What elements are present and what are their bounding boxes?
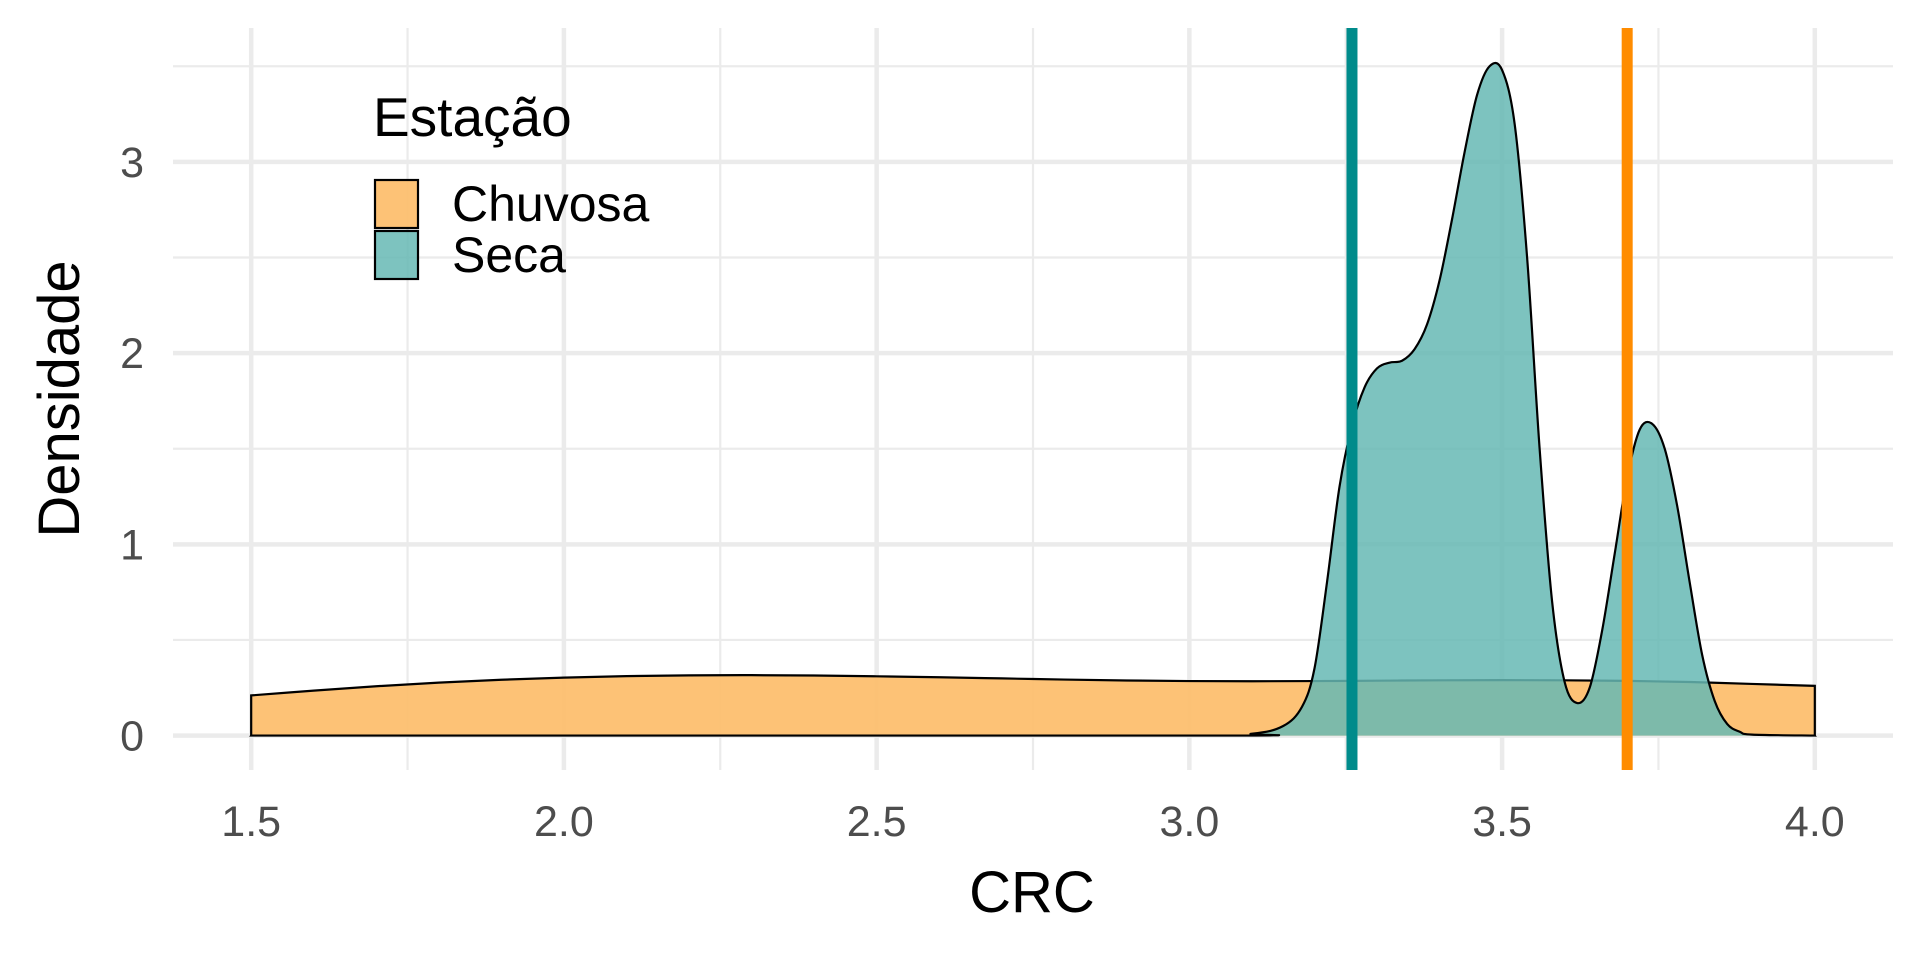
- x-axis-title: CRC: [969, 860, 1095, 925]
- y-axis-ticks: 0 1 2 3: [120, 139, 144, 761]
- legend-key-chuvosa: [373, 178, 420, 230]
- y-axis-title: Densidade: [27, 260, 92, 537]
- x-axis-ticks: 1.5 2.0 2.5 3.0 3.5 4.0: [221, 798, 1844, 846]
- y-tick-label: 0: [120, 713, 144, 761]
- legend-label-seca: Seca: [452, 227, 566, 283]
- x-tick-label: 3.5: [1472, 798, 1532, 846]
- density-outline-seca: [249, 61, 1816, 737]
- y-tick-label: 3: [120, 139, 144, 187]
- x-tick-label: 2.0: [534, 798, 594, 846]
- reference-lines: [1346, 28, 1633, 770]
- x-tick-label: 4.0: [1785, 798, 1845, 846]
- y-tick-label: 1: [120, 521, 144, 569]
- legend-title: Estação: [373, 86, 572, 148]
- density-area-seca: [251, 62, 1815, 736]
- x-tick-label: 3.0: [1159, 798, 1219, 846]
- legend-key-seca: [373, 229, 420, 281]
- density-areas: [249, 61, 1816, 737]
- y-tick-label: 2: [120, 330, 144, 378]
- x-tick-label: 1.5: [221, 798, 281, 846]
- legend-label-chuvosa: Chuvosa: [452, 176, 650, 232]
- x-tick-label: 2.5: [847, 798, 907, 846]
